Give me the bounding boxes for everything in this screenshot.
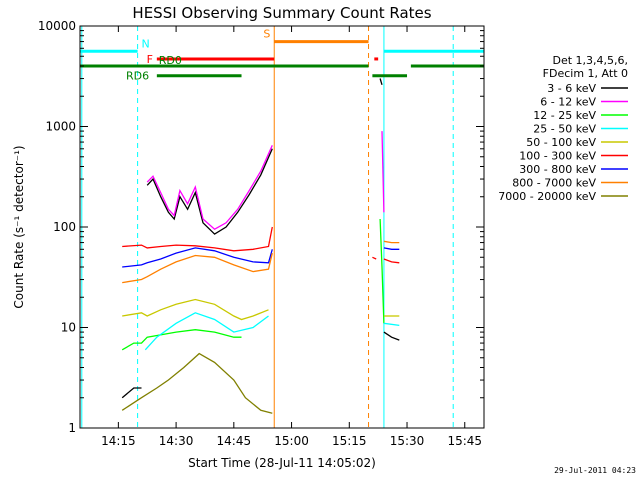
series-1-segment-0: [146, 145, 273, 230]
series-1: [146, 131, 385, 230]
legend-title-line-0: Det 1,3,4,5,6,: [552, 54, 628, 67]
x-tick-label-5: 15:30: [390, 434, 425, 448]
state-bar-label-s: S: [263, 28, 270, 41]
series-5-segment-2: [383, 258, 400, 264]
legend-title: Det 1,3,4,5,6,FDecim 1, Att 0: [543, 54, 628, 80]
y-axis-ticks: 1 10 100 1000 10000: [38, 19, 484, 435]
x-axis-ticks: 14:15 14:30 14:45 15:00 15:15 15:30 15:45: [101, 26, 482, 448]
series-0-segment-2: [379, 78, 383, 85]
legend-title-line-1: FDecim 1, Att 0: [543, 67, 628, 80]
x-tick-label-1: 14:30: [159, 434, 194, 448]
y-tick-label-3: 1000: [45, 120, 76, 134]
series-3: [144, 312, 400, 351]
legend-label-2: 12 - 25 keV: [533, 109, 596, 122]
series-2-segment-0: [121, 329, 242, 351]
x-tick-label-2: 14:45: [217, 434, 252, 448]
state-bar-label-n: N: [141, 37, 149, 50]
series-3-segment-1: [383, 322, 400, 327]
legend-label-8: 7000 - 20000 keV: [498, 190, 596, 203]
series-7-segment-0: [122, 252, 273, 284]
timestamp: 29-Jul-2011 04:23: [554, 466, 636, 475]
state-bar-label-rd0: RD0: [159, 54, 182, 67]
legend-label-6: 300 - 800 keV: [519, 163, 596, 176]
x-tick-label-3: 15:00: [274, 434, 309, 448]
state-bar-label-f: F: [147, 53, 153, 66]
series-8: [121, 352, 273, 414]
state-bar-label-rd6: RD6: [126, 70, 149, 83]
series-7: [122, 240, 400, 284]
y-tick-label-2: 100: [53, 220, 76, 234]
chart-title: HESSI Observing Summary Count Rates: [132, 4, 431, 22]
plot-layer: [80, 26, 484, 428]
series-2: [121, 218, 385, 351]
series-0-segment-0: [121, 387, 142, 399]
legend-label-7: 800 - 7000 keV: [512, 177, 596, 190]
y-tick-label-4: 10000: [38, 19, 76, 33]
series-7-segment-1: [383, 240, 400, 244]
x-tick-label-4: 15:15: [332, 434, 367, 448]
series-4: [122, 298, 400, 321]
x-axis-label: Start Time (28-Jul-11 14:05:02): [188, 456, 376, 470]
y-tick-label-1: 10: [61, 321, 76, 335]
series-0-segment-1: [146, 148, 273, 235]
series-0: [121, 78, 400, 399]
series-4-segment-0: [122, 298, 269, 321]
series-5-segment-1: [372, 256, 377, 260]
series-1-segment-1: [381, 131, 385, 213]
series-6-segment-1: [383, 247, 400, 250]
legend-label-3: 25 - 50 keV: [533, 123, 596, 136]
plot-frame: [79, 25, 485, 429]
series-3-segment-0: [144, 312, 269, 351]
series-0-segment-3: [383, 331, 400, 341]
legend-label-1: 6 - 12 keV: [540, 96, 596, 109]
legend-label-0: 3 - 6 keV: [547, 82, 596, 95]
y-axis-label: Count Rate (s⁻¹ detector⁻¹): [12, 145, 26, 308]
series-6-segment-0: [122, 247, 273, 268]
x-tick-label-6: 15:45: [447, 434, 482, 448]
series-2-segment-1: [379, 218, 385, 324]
x-tick-label-0: 14:15: [101, 434, 136, 448]
series-8-segment-0: [121, 352, 273, 414]
legend-label-4: 50 - 100 keV: [526, 136, 596, 149]
series-5: [122, 226, 400, 264]
series-5-segment-0: [122, 226, 273, 252]
y-tick-label-0: 1: [68, 421, 76, 435]
legend-label-5: 100 - 300 keV: [519, 150, 596, 163]
state-bar-labels: N S F RD0 RD6: [126, 28, 270, 83]
series-6: [122, 247, 400, 268]
